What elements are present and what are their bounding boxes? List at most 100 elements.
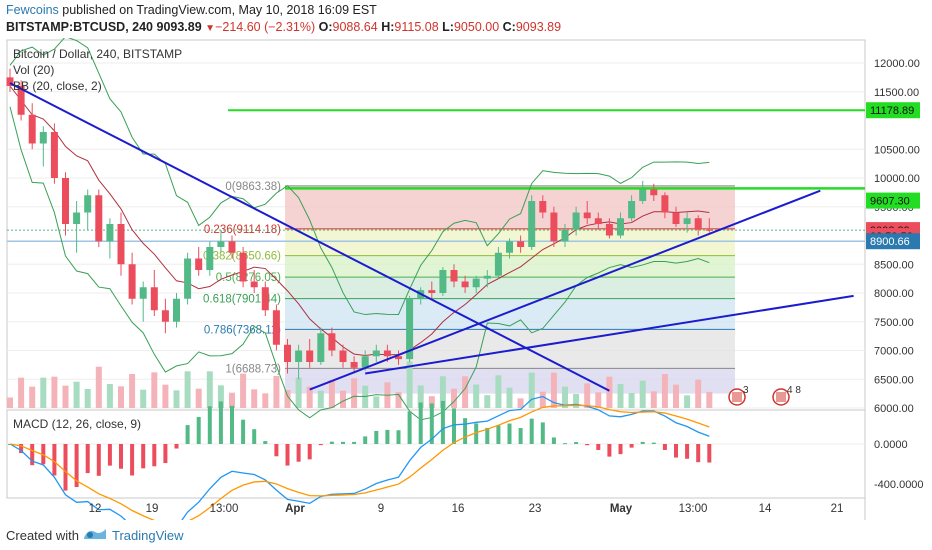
macd-histogram-bar [252, 429, 257, 444]
macd-histogram-bar [185, 425, 190, 444]
candle-body [506, 241, 513, 253]
candle-body [339, 350, 347, 362]
fibonacci-retracement: 0(9863.38)0.236(9114.18)0.382(8650.66)0.… [203, 181, 735, 394]
fib-level-label: 0(9863.38) [225, 181, 281, 193]
candle-body [150, 287, 158, 311]
price-tick-label: 10500.00 [874, 144, 920, 156]
volume-bar [162, 384, 169, 408]
candle-body [650, 189, 658, 196]
volume-bar [495, 375, 502, 408]
macd-histogram-bar [318, 444, 323, 446]
macd-histogram-bar [474, 423, 479, 444]
macd-histogram-bar [352, 441, 357, 444]
time-axis: 12 19 13:00 Apr 9 16 23 May 13:00 14 21 [89, 503, 844, 515]
header: Fewcoins published on TradingView.com, M… [0, 0, 932, 38]
macd-histogram-bar [696, 444, 701, 463]
volume-bar [240, 373, 247, 408]
time-tick-label: 14 [759, 503, 772, 515]
volume-bar [439, 376, 446, 408]
event-markers: 3 4 8 [728, 385, 801, 406]
candle-body [139, 287, 147, 299]
volume-bar [573, 394, 580, 408]
candle-body [383, 350, 391, 357]
candle-body [106, 224, 114, 242]
macd-histogram-bar [341, 441, 345, 444]
volume-bar [462, 376, 469, 408]
candle-body [617, 218, 624, 236]
candle-body [250, 281, 258, 288]
candle-body [517, 241, 525, 247]
macd-histogram-bar [396, 430, 401, 444]
price-chart[interactable]: 0(9863.38)0.236(9114.18)0.382(8650.66)0.… [0, 38, 932, 520]
volume-bar [639, 380, 646, 408]
volume-bar [695, 379, 702, 408]
macd-tick-label: -400.0000 [874, 479, 924, 491]
volume-bar [628, 393, 635, 408]
volume-bar [273, 376, 280, 408]
fib-level-label: 0.618(7901.44) [203, 294, 281, 306]
volume-bar [550, 372, 557, 408]
volume-bar [129, 374, 136, 408]
volume-bar [351, 378, 358, 408]
symbol-info: BITSTAMP:BTCUSD, 240 9093.89 ▼−214.60 (−… [6, 20, 561, 34]
macd-histogram-bar [607, 444, 612, 457]
volume-bar [606, 376, 613, 408]
macd-histogram-bar [629, 444, 634, 448]
candle-body [672, 212, 680, 224]
volume-bar [673, 384, 679, 408]
trendline [309, 189, 821, 391]
macd-histogram-bar [651, 442, 656, 444]
price-tick-label: 7500.00 [874, 317, 914, 329]
volume-bar [484, 395, 491, 408]
price-tick-label: 6000.00 [874, 403, 914, 415]
volume-bar [506, 387, 513, 408]
candle-body [272, 310, 280, 345]
macd-histogram-bar [551, 437, 556, 444]
volume-bar [650, 391, 657, 408]
volume-bar [73, 381, 80, 408]
author-link[interactable]: Fewcoins [6, 3, 59, 17]
candle-body [605, 224, 613, 236]
candle-body [395, 356, 402, 360]
volume-bar [95, 366, 102, 408]
tradingview-logo-icon [84, 529, 106, 539]
candle-body [195, 258, 203, 270]
price-tick-label: 10000.00 [874, 173, 920, 185]
candle-body [639, 189, 647, 201]
candle-body [128, 264, 136, 299]
candle-body [50, 132, 58, 178]
created-with-label: Created with [6, 528, 79, 543]
candle-body [62, 178, 69, 224]
tradingview-brand-link[interactable]: TradingView [112, 528, 184, 543]
price-label: 8900.66 [870, 236, 910, 248]
volume-bar [306, 386, 313, 408]
candle-body [528, 201, 536, 247]
volume-bar [328, 380, 335, 408]
fib-zone [285, 298, 735, 330]
close-value: 9093.89 [515, 20, 562, 34]
macd-histogram-bar [618, 444, 623, 455]
macd-histogram-bar [374, 430, 379, 444]
macd-histogram-bar [685, 444, 690, 459]
macd-histogram-bar [274, 444, 279, 457]
candle-body [28, 114, 36, 144]
volume-bar [684, 395, 691, 408]
macd-histogram-bar [241, 419, 246, 444]
macd-histogram-bar [196, 416, 201, 444]
candle-body [550, 212, 558, 242]
candle-body [184, 258, 192, 299]
candle-body [594, 218, 602, 224]
macd-indicator: 0.0000 -400.0000 [7, 395, 924, 520]
fib-zone [285, 255, 735, 278]
low-value: 9050.00 [453, 20, 500, 34]
macd-histogram-bar [41, 444, 46, 465]
fib-level-label: 0.236(9114.18) [204, 224, 281, 236]
candle-body [361, 356, 369, 368]
volume-bar [29, 386, 36, 408]
candle-body [17, 86, 25, 115]
price-change: −214.60 (−2.31%) [215, 20, 316, 34]
macd-histogram-bar [507, 423, 512, 444]
macd-histogram-bar [496, 425, 501, 444]
price-tick-label: 11500.00 [874, 87, 919, 99]
macd-histogram-bar [230, 405, 234, 444]
